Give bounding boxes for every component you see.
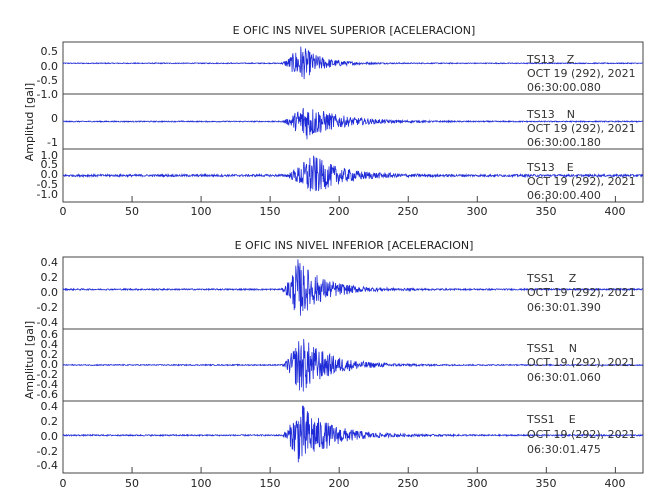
panel-lower-z: 0.4 0.2 0.0 -0.2 -0.4 TSS1 Z OCT 19 (292)… (37, 256, 644, 330)
x-tick-label: 0 (60, 477, 67, 490)
y-axis-label: Amplitud [gal] (23, 321, 36, 399)
x-tick-label: 400 (605, 477, 626, 490)
panel-lower-n: 0.6 0.4 0.2 0.0 -0.2 -0.4 -0.6 TSS1 N OCT… (37, 328, 644, 402)
y-tick-label: 0.0 (41, 358, 59, 371)
x-tick-label: 300 (467, 205, 488, 218)
chart-lower: E OFIC INS NIVEL INFERIOR [ACELERACION] … (23, 239, 644, 490)
y-tick-label: 0.4 (41, 400, 59, 413)
y-tick-label: 0.0 (41, 430, 59, 443)
y-ticks: 0.5 0.0 -0.5 -1.0 (37, 45, 58, 101)
x-tick-label: 50 (125, 477, 139, 490)
y-tick-label: -0.6 (37, 388, 58, 401)
chart-title: E OFIC INS NIVEL SUPERIOR [ACELERACION] (233, 24, 476, 37)
y-axis-label: Amplitud [gal] (23, 83, 36, 161)
y-ticks: 0 -1 (47, 112, 58, 149)
station-label: TSS1 Z (526, 272, 577, 285)
station-label: TS13 Z (526, 53, 575, 66)
date-label: OCT 19 (292), 2021 (527, 175, 636, 188)
x-tick-label: 150 (260, 477, 281, 490)
y-tick-label: -0.4 (37, 378, 58, 391)
y-tick-label: -0.5 (37, 178, 58, 191)
series-trace (62, 259, 644, 316)
y-tick-label: -1 (47, 136, 58, 149)
y-tick-label: 0.2 (41, 271, 59, 284)
y-tick-label: -1.0 (37, 188, 58, 201)
y-tick-label: -0.4 (37, 316, 58, 329)
time-label: 06:30:00.400 (527, 189, 601, 202)
y-tick-label: 0.4 (41, 256, 59, 269)
y-tick-label: 0.6 (41, 328, 59, 341)
y-tick-label: 0.2 (41, 348, 59, 361)
y-tick-label: -0.2 (37, 368, 58, 381)
y-tick-label: -1.0 (37, 88, 58, 101)
y-tick-label: 0.0 (41, 60, 59, 73)
date-label: OCT 19 (292), 2021 (527, 356, 636, 369)
station-label: TS13 E (526, 161, 574, 174)
panel-frame (62, 400, 644, 474)
y-tick-label: 0.0 (41, 168, 59, 181)
y-tick-label: 0.5 (41, 158, 59, 171)
panel-upper-e: 1.0 0.5 0.0 -0.5 -1.0 TS13 E OCT 19 (292)… (37, 148, 644, 203)
x-tick-label: 100 (191, 205, 212, 218)
panel-upper-z: 0.5 0.0 -0.5 -1.0 TS13 Z OCT 19 (292), 20… (37, 41, 644, 101)
y-tick-label: -0.4 (37, 459, 58, 472)
x-tick-label: 350 (536, 205, 557, 218)
x-tick-label: 200 (329, 477, 350, 490)
station-label: TS13 N (526, 108, 575, 121)
date-label: OCT 19 (292), 2021 (527, 122, 636, 135)
y-ticks: 0.4 0.2 0.0 -0.2 -0.4 (37, 400, 58, 472)
y-tick-label: 0.2 (41, 415, 59, 428)
series-trace (62, 155, 644, 192)
y-tick-label: 0.0 (41, 286, 59, 299)
y-tick-label: -0.2 (37, 445, 58, 458)
date-label: OCT 19 (292), 2021 (527, 428, 636, 441)
y-tick-label: 0.5 (41, 45, 59, 58)
x-axis: 0 50 100 150 200 250 300 350 400 (60, 196, 626, 218)
series-trace (62, 405, 644, 463)
x-tick-label: 0 (60, 205, 67, 218)
time-label: 06:30:00.180 (527, 136, 601, 149)
panel-lower-e: 0.4 0.2 0.0 -0.2 -0.4 TSS1 E OCT 19 (292)… (37, 400, 644, 474)
time-label: 06:30:01.475 (527, 443, 601, 456)
y-tick-label: 0.4 (41, 338, 59, 351)
time-label: 06:30:01.060 (527, 371, 601, 384)
date-label: OCT 19 (292), 2021 (527, 67, 636, 80)
x-tick-label: 150 (260, 205, 281, 218)
x-tick-label: 50 (125, 205, 139, 218)
station-label: TSS1 N (526, 342, 577, 355)
y-tick-label: 1.0 (41, 149, 59, 162)
date-label: OCT 19 (292), 2021 (527, 286, 636, 299)
chart-title: E OFIC INS NIVEL INFERIOR [ACELERACION] (235, 239, 474, 252)
series-trace (62, 108, 644, 140)
x-axis: 0 50 100 150 200 250 300 350 400 (60, 467, 626, 490)
x-tick-label: 250 (398, 205, 419, 218)
chart-upper: E OFIC INS NIVEL SUPERIOR [ACELERACION] … (23, 24, 644, 218)
x-tick-label: 200 (329, 205, 350, 218)
x-tick-label: 350 (536, 477, 557, 490)
time-label: 06:30:00.080 (527, 81, 601, 94)
x-tick-label: 100 (191, 477, 212, 490)
station-label: TSS1 E (526, 413, 576, 426)
y-ticks: 1.0 0.5 0.0 -0.5 -1.0 (37, 149, 58, 201)
y-tick-label: -0.2 (37, 301, 58, 314)
series-trace (62, 46, 643, 80)
x-tick-label: 300 (467, 477, 488, 490)
y-ticks: 0.4 0.2 0.0 -0.2 -0.4 (37, 256, 58, 329)
x-tick-label: 250 (398, 477, 419, 490)
y-tick-label: -0.5 (37, 74, 58, 87)
series-trace (62, 338, 644, 392)
y-ticks: 0.6 0.4 0.2 0.0 -0.2 -0.4 -0.6 (37, 328, 58, 401)
time-label: 06:30:01.390 (527, 301, 601, 314)
x-tick-label: 400 (605, 205, 626, 218)
y-tick-label: 0 (51, 112, 58, 125)
panel-upper-n: 0 -1 TS13 N OCT 19 (292), 2021 06:30:00.1… (47, 93, 644, 150)
